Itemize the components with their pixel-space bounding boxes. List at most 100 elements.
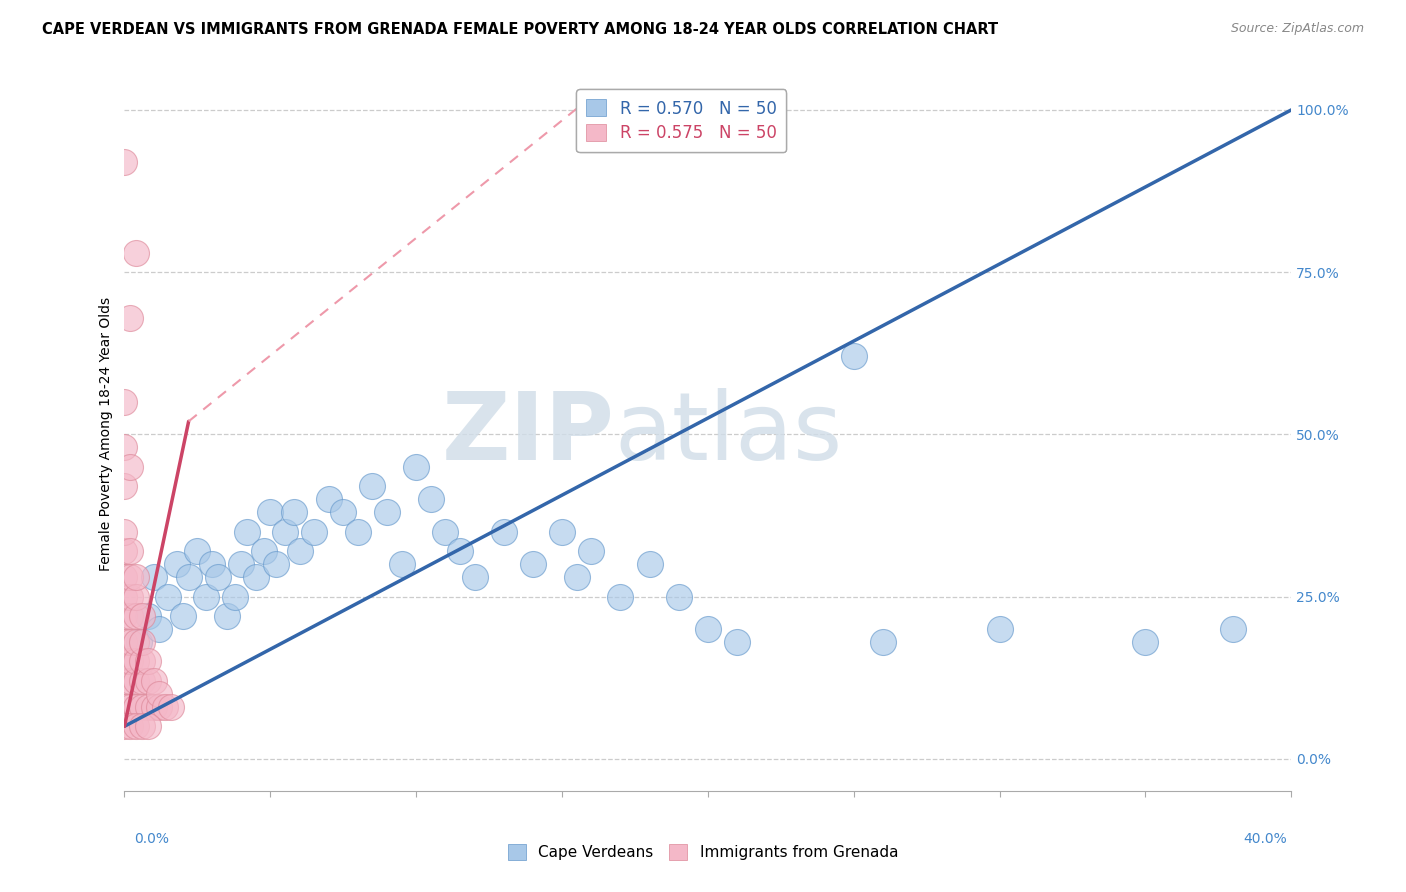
Point bbox=[136, 719, 159, 733]
Point bbox=[195, 590, 218, 604]
Point bbox=[288, 544, 311, 558]
Point bbox=[638, 557, 661, 571]
Point bbox=[259, 505, 281, 519]
Point bbox=[120, 310, 142, 325]
Point bbox=[131, 719, 153, 733]
Y-axis label: Female Poverty Among 18-24 Year Olds: Female Poverty Among 18-24 Year Olds bbox=[100, 297, 114, 572]
Point bbox=[114, 440, 136, 454]
Point bbox=[125, 635, 148, 649]
Point bbox=[120, 544, 142, 558]
Point bbox=[128, 635, 150, 649]
Point bbox=[131, 699, 153, 714]
Point bbox=[131, 654, 153, 668]
Point bbox=[405, 459, 427, 474]
Point bbox=[136, 654, 159, 668]
Point bbox=[125, 673, 148, 688]
Point bbox=[125, 654, 148, 668]
Point bbox=[136, 699, 159, 714]
Point bbox=[283, 505, 305, 519]
Point bbox=[419, 492, 441, 507]
Point bbox=[114, 635, 136, 649]
Text: 40.0%: 40.0% bbox=[1243, 832, 1288, 846]
Point bbox=[125, 590, 148, 604]
Point bbox=[609, 590, 631, 604]
Point bbox=[131, 609, 153, 624]
Point bbox=[120, 459, 142, 474]
Point bbox=[131, 673, 153, 688]
Point bbox=[114, 609, 136, 624]
Point bbox=[120, 570, 142, 584]
Point bbox=[155, 699, 177, 714]
Point bbox=[120, 673, 142, 688]
Point bbox=[114, 479, 136, 493]
Point bbox=[114, 654, 136, 668]
Point bbox=[148, 699, 170, 714]
Point bbox=[391, 557, 413, 571]
Point bbox=[125, 699, 148, 714]
Text: Source: ZipAtlas.com: Source: ZipAtlas.com bbox=[1230, 22, 1364, 36]
Point bbox=[136, 673, 159, 688]
Point bbox=[157, 590, 180, 604]
Point bbox=[114, 590, 136, 604]
Point bbox=[114, 395, 136, 409]
Point bbox=[668, 590, 690, 604]
Point bbox=[361, 479, 384, 493]
Point bbox=[114, 544, 136, 558]
Legend: R = 0.570   N = 50, R = 0.575   N = 50: R = 0.570 N = 50, R = 0.575 N = 50 bbox=[576, 89, 786, 153]
Point bbox=[120, 635, 142, 649]
Point bbox=[142, 673, 165, 688]
Point bbox=[434, 524, 457, 539]
Point bbox=[148, 622, 170, 636]
Point bbox=[988, 622, 1011, 636]
Point bbox=[253, 544, 276, 558]
Point bbox=[148, 687, 170, 701]
Point bbox=[114, 154, 136, 169]
Point bbox=[231, 557, 253, 571]
Point bbox=[236, 524, 259, 539]
Point bbox=[318, 492, 340, 507]
Point bbox=[125, 609, 148, 624]
Point bbox=[120, 654, 142, 668]
Point bbox=[872, 635, 894, 649]
Point bbox=[114, 570, 136, 584]
Point bbox=[565, 570, 588, 584]
Point bbox=[201, 557, 224, 571]
Point bbox=[551, 524, 574, 539]
Point bbox=[136, 609, 159, 624]
Point bbox=[224, 590, 246, 604]
Text: atlas: atlas bbox=[614, 388, 842, 480]
Text: 0.0%: 0.0% bbox=[135, 832, 169, 846]
Point bbox=[725, 635, 748, 649]
Point bbox=[177, 570, 200, 584]
Point bbox=[120, 609, 142, 624]
Point bbox=[120, 590, 142, 604]
Point bbox=[114, 699, 136, 714]
Text: CAPE VERDEAN VS IMMIGRANTS FROM GRENADA FEMALE POVERTY AMONG 18-24 YEAR OLDS COR: CAPE VERDEAN VS IMMIGRANTS FROM GRENADA … bbox=[42, 22, 998, 37]
Point bbox=[264, 557, 287, 571]
Point bbox=[696, 622, 718, 636]
Text: ZIP: ZIP bbox=[441, 388, 614, 480]
Point bbox=[114, 524, 136, 539]
Point bbox=[186, 544, 208, 558]
Point bbox=[522, 557, 544, 571]
Point bbox=[207, 570, 229, 584]
Point bbox=[215, 609, 238, 624]
Point bbox=[142, 699, 165, 714]
Point bbox=[449, 544, 471, 558]
Point bbox=[492, 524, 515, 539]
Legend: Cape Verdeans, Immigrants from Grenada: Cape Verdeans, Immigrants from Grenada bbox=[502, 838, 904, 866]
Point bbox=[125, 570, 148, 584]
Point bbox=[172, 609, 194, 624]
Point bbox=[114, 673, 136, 688]
Point bbox=[842, 350, 865, 364]
Point bbox=[125, 245, 148, 260]
Point bbox=[166, 557, 188, 571]
Point bbox=[125, 719, 148, 733]
Point bbox=[274, 524, 297, 539]
Point bbox=[1135, 635, 1157, 649]
Point bbox=[302, 524, 325, 539]
Point bbox=[245, 570, 267, 584]
Point bbox=[375, 505, 398, 519]
Point bbox=[120, 699, 142, 714]
Point bbox=[464, 570, 486, 584]
